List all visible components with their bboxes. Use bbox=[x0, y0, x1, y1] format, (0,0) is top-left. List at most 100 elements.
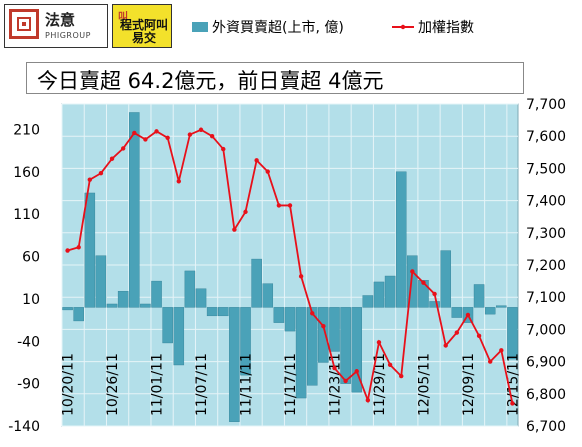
right-axis: 6,700 6,800 6,900 7,000 7,100 7,200 7,300 7,400… bbox=[526, 97, 566, 435]
left-tick-label: -90 bbox=[17, 377, 40, 393]
index-point bbox=[87, 177, 93, 182]
index-point bbox=[499, 348, 504, 353]
bar bbox=[351, 307, 362, 393]
index-point bbox=[321, 323, 326, 329]
x-tick-label: 10/20/11 bbox=[61, 353, 77, 416]
x-tick-label: 10/26/11 bbox=[105, 353, 121, 416]
index-point bbox=[432, 291, 437, 297]
left-tick-label: -140 bbox=[8, 419, 40, 435]
bar bbox=[251, 258, 262, 308]
x-axis: 10/20/11 10/26/11 11/01/11 11/07/11 11/11/11… bbox=[61, 353, 522, 416]
index-point bbox=[154, 129, 159, 134]
index-point bbox=[287, 203, 293, 208]
x-tick-label: 11/17/11 bbox=[283, 353, 299, 416]
bar bbox=[451, 307, 463, 318]
bar bbox=[306, 307, 318, 386]
bar bbox=[384, 275, 396, 308]
left-tick-label: 160 bbox=[13, 165, 40, 181]
index-point bbox=[487, 359, 493, 364]
bar bbox=[95, 255, 107, 308]
index-point bbox=[332, 365, 337, 371]
index-point bbox=[65, 248, 70, 253]
legend-line-label: 加權指數 bbox=[418, 20, 474, 36]
index-point bbox=[187, 132, 193, 137]
index-point bbox=[310, 311, 315, 316]
bar bbox=[195, 288, 207, 308]
right-tick-label: 7,300 bbox=[526, 226, 566, 242]
index-point bbox=[343, 378, 348, 384]
index-point bbox=[376, 340, 382, 345]
index-point bbox=[443, 343, 448, 348]
bar bbox=[184, 270, 196, 308]
bar bbox=[151, 280, 162, 308]
right-tick-label: 6,800 bbox=[526, 387, 566, 403]
bar bbox=[473, 284, 485, 308]
legend-bar-label: 外資買賣超(上市, 億) bbox=[212, 19, 344, 36]
index-point bbox=[221, 146, 226, 152]
x-tick-label: 12/15/11 bbox=[505, 353, 521, 416]
left-tick-label: 210 bbox=[13, 122, 40, 138]
left-tick-label: 110 bbox=[13, 207, 40, 223]
logo-mark: 叫 bbox=[118, 12, 128, 23]
bar bbox=[362, 295, 374, 308]
bar bbox=[418, 280, 429, 308]
bar bbox=[240, 307, 251, 376]
index-point bbox=[132, 130, 137, 136]
bar bbox=[329, 307, 340, 352]
bar bbox=[84, 192, 96, 308]
index-point bbox=[410, 269, 415, 274]
bar bbox=[140, 303, 151, 308]
x-tick-label: 11/11/11 bbox=[239, 353, 255, 416]
x-tick-label: 12/05/11 bbox=[416, 353, 432, 416]
index-point bbox=[243, 209, 248, 215]
index-point bbox=[276, 203, 282, 208]
logo-brand-text: 法意 bbox=[45, 11, 76, 29]
x-tick-label: 11/29/11 bbox=[372, 353, 388, 416]
bar bbox=[440, 250, 451, 308]
index-point bbox=[265, 169, 270, 174]
x-tick-label: 11/07/11 bbox=[194, 353, 210, 416]
right-tick-label: 7,100 bbox=[526, 290, 566, 306]
right-tick-label: 6,900 bbox=[526, 355, 566, 371]
x-tick-label: 11/23/11 bbox=[327, 353, 343, 416]
index-point bbox=[165, 135, 170, 141]
bar bbox=[106, 303, 118, 308]
legend-bar-swatch bbox=[192, 22, 208, 32]
left-tick-label: 60 bbox=[22, 250, 40, 266]
right-tick-label: 7,400 bbox=[526, 194, 566, 210]
bar bbox=[273, 307, 285, 323]
logo-brand-subtext: PHIGROUP bbox=[45, 31, 91, 40]
index-point bbox=[365, 398, 371, 403]
bar bbox=[496, 305, 507, 308]
bar bbox=[507, 307, 518, 360]
bar bbox=[117, 291, 129, 308]
bar bbox=[162, 307, 173, 344]
right-tick-label: 6,700 bbox=[526, 419, 566, 435]
index-point bbox=[209, 134, 215, 139]
index-point bbox=[421, 280, 426, 285]
legend: 外資買賣超(上市, 億) 加權指數 bbox=[192, 19, 474, 36]
index-point bbox=[198, 127, 204, 132]
index-point bbox=[298, 274, 304, 279]
bar bbox=[129, 112, 140, 308]
bar bbox=[484, 307, 496, 315]
left-tick-label: 10 bbox=[22, 292, 40, 308]
index-point bbox=[476, 333, 482, 339]
gridlines bbox=[61, 103, 518, 427]
line-series bbox=[65, 127, 515, 406]
index-point bbox=[387, 362, 393, 368]
index-point bbox=[354, 369, 359, 374]
index-point bbox=[254, 158, 259, 163]
bar bbox=[173, 307, 185, 366]
index-point bbox=[232, 227, 237, 232]
bar bbox=[429, 301, 440, 308]
bar bbox=[229, 307, 240, 422]
bar bbox=[262, 283, 274, 308]
right-tick-label: 7,200 bbox=[526, 258, 566, 274]
right-tick-label: 7,000 bbox=[526, 322, 566, 338]
logo-program-trading: 叫 程式阿叫易交 bbox=[112, 4, 172, 48]
right-tick-label: 7,600 bbox=[526, 129, 566, 145]
bar bbox=[340, 307, 351, 384]
x-tick-label: 12/09/11 bbox=[461, 353, 477, 416]
